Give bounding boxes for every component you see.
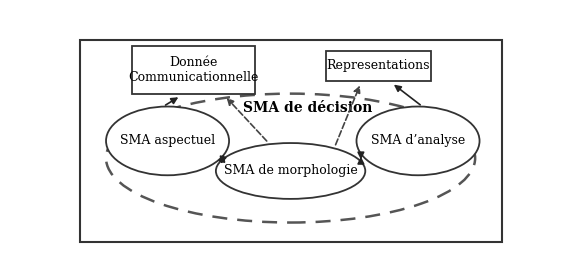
Ellipse shape: [216, 143, 365, 199]
Text: Donnée
Communicationnelle: Donnée Communicationnelle: [129, 56, 259, 84]
Text: SMA de décision: SMA de décision: [243, 101, 373, 115]
FancyBboxPatch shape: [79, 40, 501, 242]
FancyBboxPatch shape: [325, 51, 431, 81]
FancyBboxPatch shape: [132, 46, 255, 94]
Text: SMA d’analyse: SMA d’analyse: [371, 134, 465, 147]
Text: SMA aspectuel: SMA aspectuel: [120, 134, 215, 147]
Ellipse shape: [106, 107, 229, 175]
Ellipse shape: [357, 107, 480, 175]
Text: Representations: Representations: [327, 59, 430, 72]
Text: SMA de morphologie: SMA de morphologie: [224, 165, 357, 177]
